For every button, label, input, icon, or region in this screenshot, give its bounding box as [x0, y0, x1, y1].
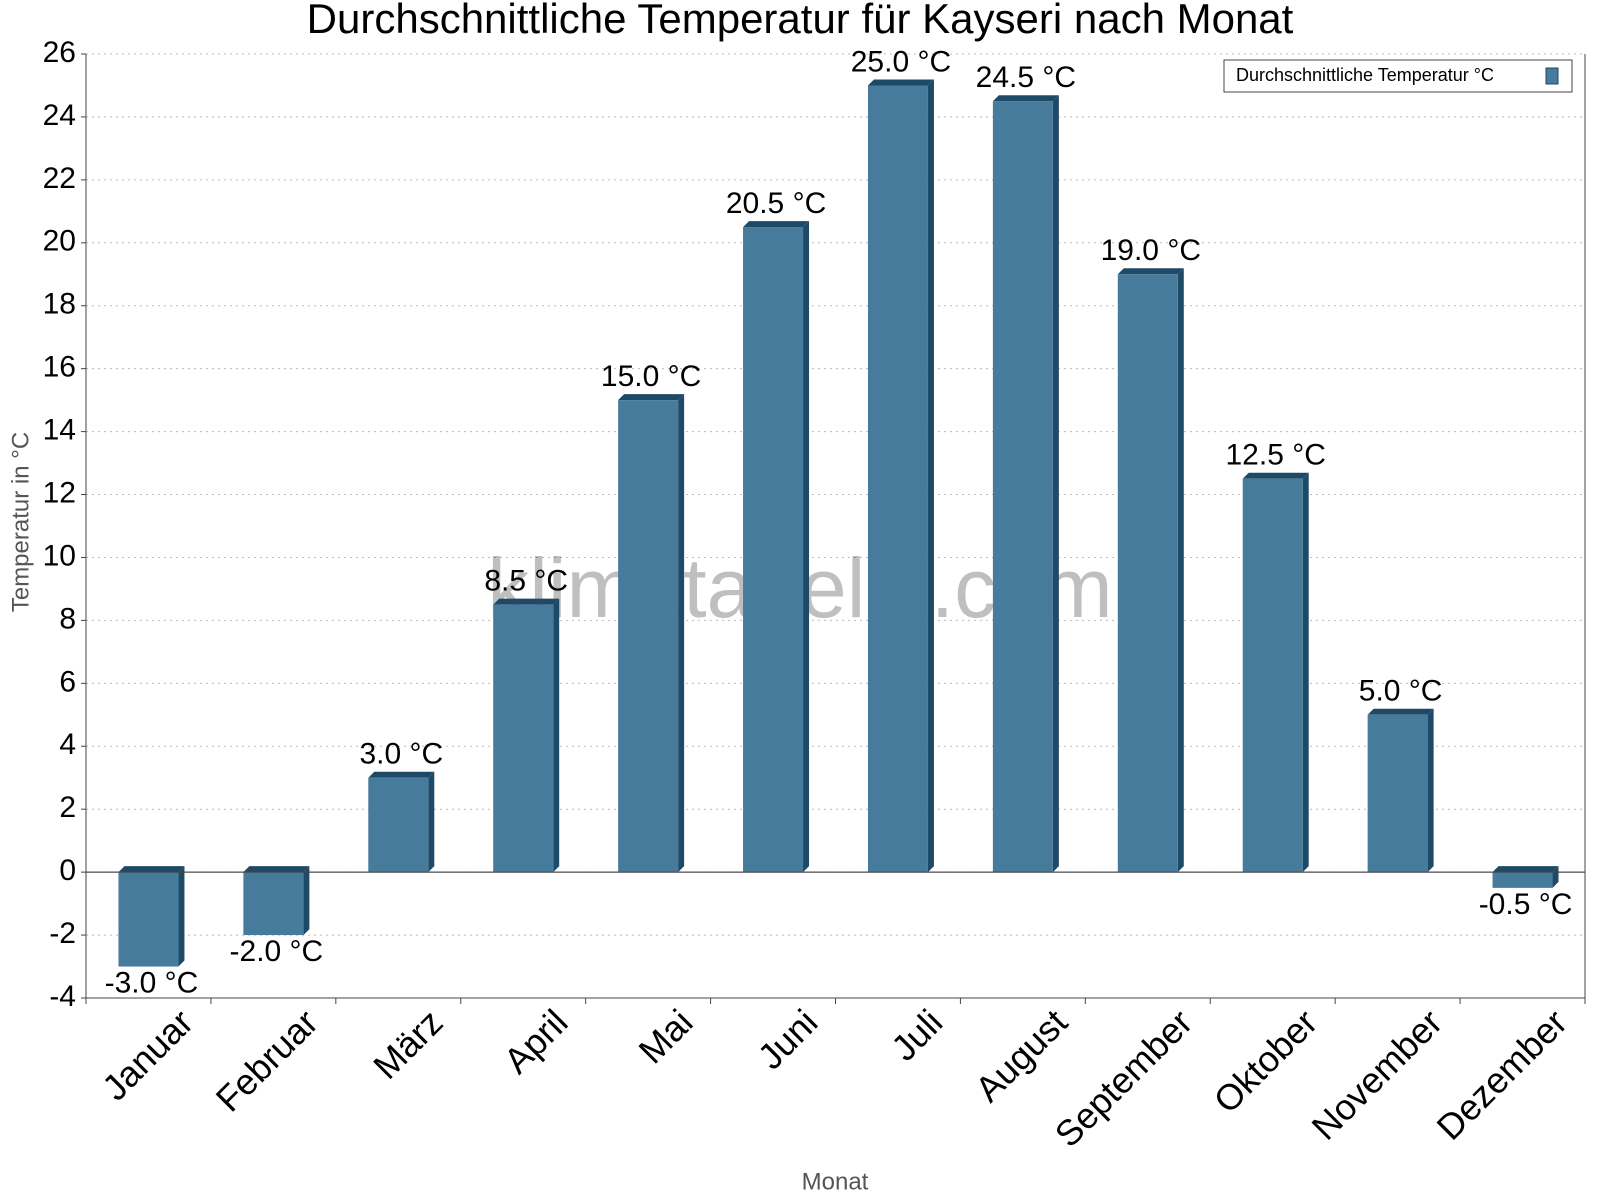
bar-top — [618, 394, 685, 401]
bar-top — [743, 221, 810, 228]
bar — [867, 85, 928, 873]
y-tick-label: 2 — [59, 791, 76, 824]
bar — [618, 400, 679, 873]
value-label: 5.0 °C — [1359, 675, 1443, 708]
y-tick-label: 18 — [43, 288, 76, 321]
value-label: -3.0 °C — [105, 966, 199, 999]
bar-side — [803, 221, 810, 873]
bar-side — [1302, 472, 1309, 873]
bar-top — [368, 771, 435, 778]
y-tick-label: 24 — [43, 99, 76, 132]
bar-side — [553, 598, 560, 873]
value-label: 25.0 °C — [851, 45, 951, 78]
bar-side — [1427, 708, 1434, 873]
value-label: 15.0 °C — [601, 360, 701, 393]
bar-top — [243, 866, 310, 873]
bar-top — [867, 79, 934, 86]
chart-title: Durchschnittliche Temperatur für Kayseri… — [307, 0, 1294, 42]
value-label: -2.0 °C — [230, 935, 324, 968]
bar — [243, 872, 304, 936]
y-tick-label: 0 — [59, 854, 76, 887]
bar — [1242, 478, 1303, 873]
bar-top — [1117, 268, 1184, 275]
bar-side — [1177, 268, 1184, 873]
y-tick-label: 8 — [59, 602, 76, 635]
bar-top — [1242, 472, 1309, 479]
y-tick-label: -2 — [49, 917, 76, 950]
value-label: 12.5 °C — [1226, 439, 1326, 472]
bar — [118, 872, 179, 967]
y-tick-label: 20 — [43, 225, 76, 258]
bar-side — [428, 771, 435, 873]
legend-swatch — [1545, 67, 1559, 85]
value-label: 20.5 °C — [726, 187, 826, 220]
bar-top — [493, 598, 560, 605]
value-label: 8.5 °C — [484, 565, 568, 598]
bar-side — [1052, 95, 1059, 873]
y-tick-label: 10 — [43, 539, 76, 572]
y-axis-label: Temperatur in °C — [7, 432, 34, 612]
value-label: 24.5 °C — [976, 61, 1076, 94]
y-tick-label: 14 — [43, 414, 76, 447]
y-tick-label: 4 — [59, 728, 76, 761]
value-label: -0.5 °C — [1479, 888, 1573, 921]
bar — [1367, 714, 1428, 873]
bar — [992, 101, 1053, 873]
bar-top — [992, 95, 1059, 102]
bar-side — [178, 866, 185, 967]
bar-side — [1552, 866, 1559, 888]
bar — [368, 777, 429, 873]
y-tick-label: 22 — [43, 162, 76, 195]
bar-side — [303, 866, 310, 936]
y-tick-label: 12 — [43, 476, 76, 509]
legend-box — [1223, 59, 1573, 93]
value-label: 3.0 °C — [359, 738, 443, 771]
bar — [493, 604, 554, 873]
value-label: 19.0 °C — [1101, 234, 1201, 267]
y-tick-label: 16 — [43, 351, 76, 384]
bar-top — [118, 866, 185, 873]
bar-top — [1367, 708, 1434, 715]
y-tick-label: -4 — [49, 980, 76, 1013]
bar-top — [1492, 866, 1559, 873]
bar-side — [927, 79, 934, 873]
bar — [1492, 872, 1553, 888]
bar — [1117, 274, 1178, 873]
bar-side — [678, 394, 685, 873]
bar — [743, 227, 804, 873]
y-tick-label: 6 — [59, 665, 76, 698]
y-tick-label: 26 — [43, 36, 76, 69]
legend-label: Durchschnittliche Temperatur °C — [1236, 65, 1494, 85]
x-axis-label: Monat — [802, 1168, 869, 1195]
